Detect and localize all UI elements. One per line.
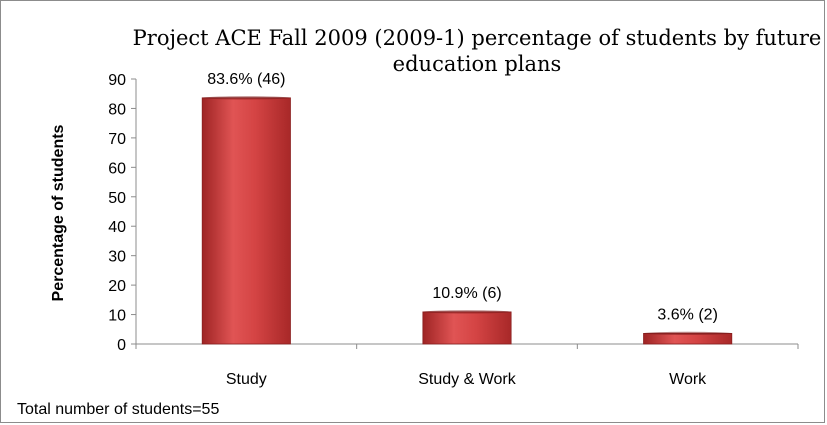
chart-title-line-1: Project ACE Fall 2009 (2009-1) percentag… — [133, 26, 822, 50]
category-label: Study & Work — [418, 371, 517, 388]
y-tick-label: 0 — [117, 337, 126, 354]
chart-title-line-2: education plans — [393, 52, 562, 76]
y-tick-label: 20 — [108, 278, 126, 295]
y-tick-label: 60 — [108, 160, 126, 177]
bar-top-edge — [202, 96, 291, 100]
y-tick-label: 70 — [108, 131, 126, 148]
data-label: 10.9% (6) — [432, 285, 501, 302]
total-students-note: Total number of students=55 — [17, 401, 220, 418]
bar — [422, 311, 512, 345]
y-tick-label: 90 — [108, 72, 126, 89]
plot-area: 0 10 20 30 40 50 60 70 80 90 83.6% (46) Study 10.9% … — [108, 71, 799, 388]
y-tick-label: 80 — [108, 101, 126, 118]
y-tick-label: 50 — [108, 190, 126, 207]
y-tick-label: 40 — [108, 219, 126, 236]
bar-top-edge — [643, 331, 732, 335]
bar — [201, 97, 291, 345]
data-label: 3.6% (2) — [657, 306, 717, 323]
y-tick-label: 30 — [108, 249, 126, 266]
y-tick-label: 10 — [108, 308, 126, 325]
category-label: Study — [226, 371, 267, 388]
data-label: 83.6% (46) — [207, 71, 285, 88]
category-label: Work — [669, 371, 707, 388]
y-axis-label: Percentage of students — [50, 124, 67, 301]
bar-top-edge — [422, 310, 512, 314]
